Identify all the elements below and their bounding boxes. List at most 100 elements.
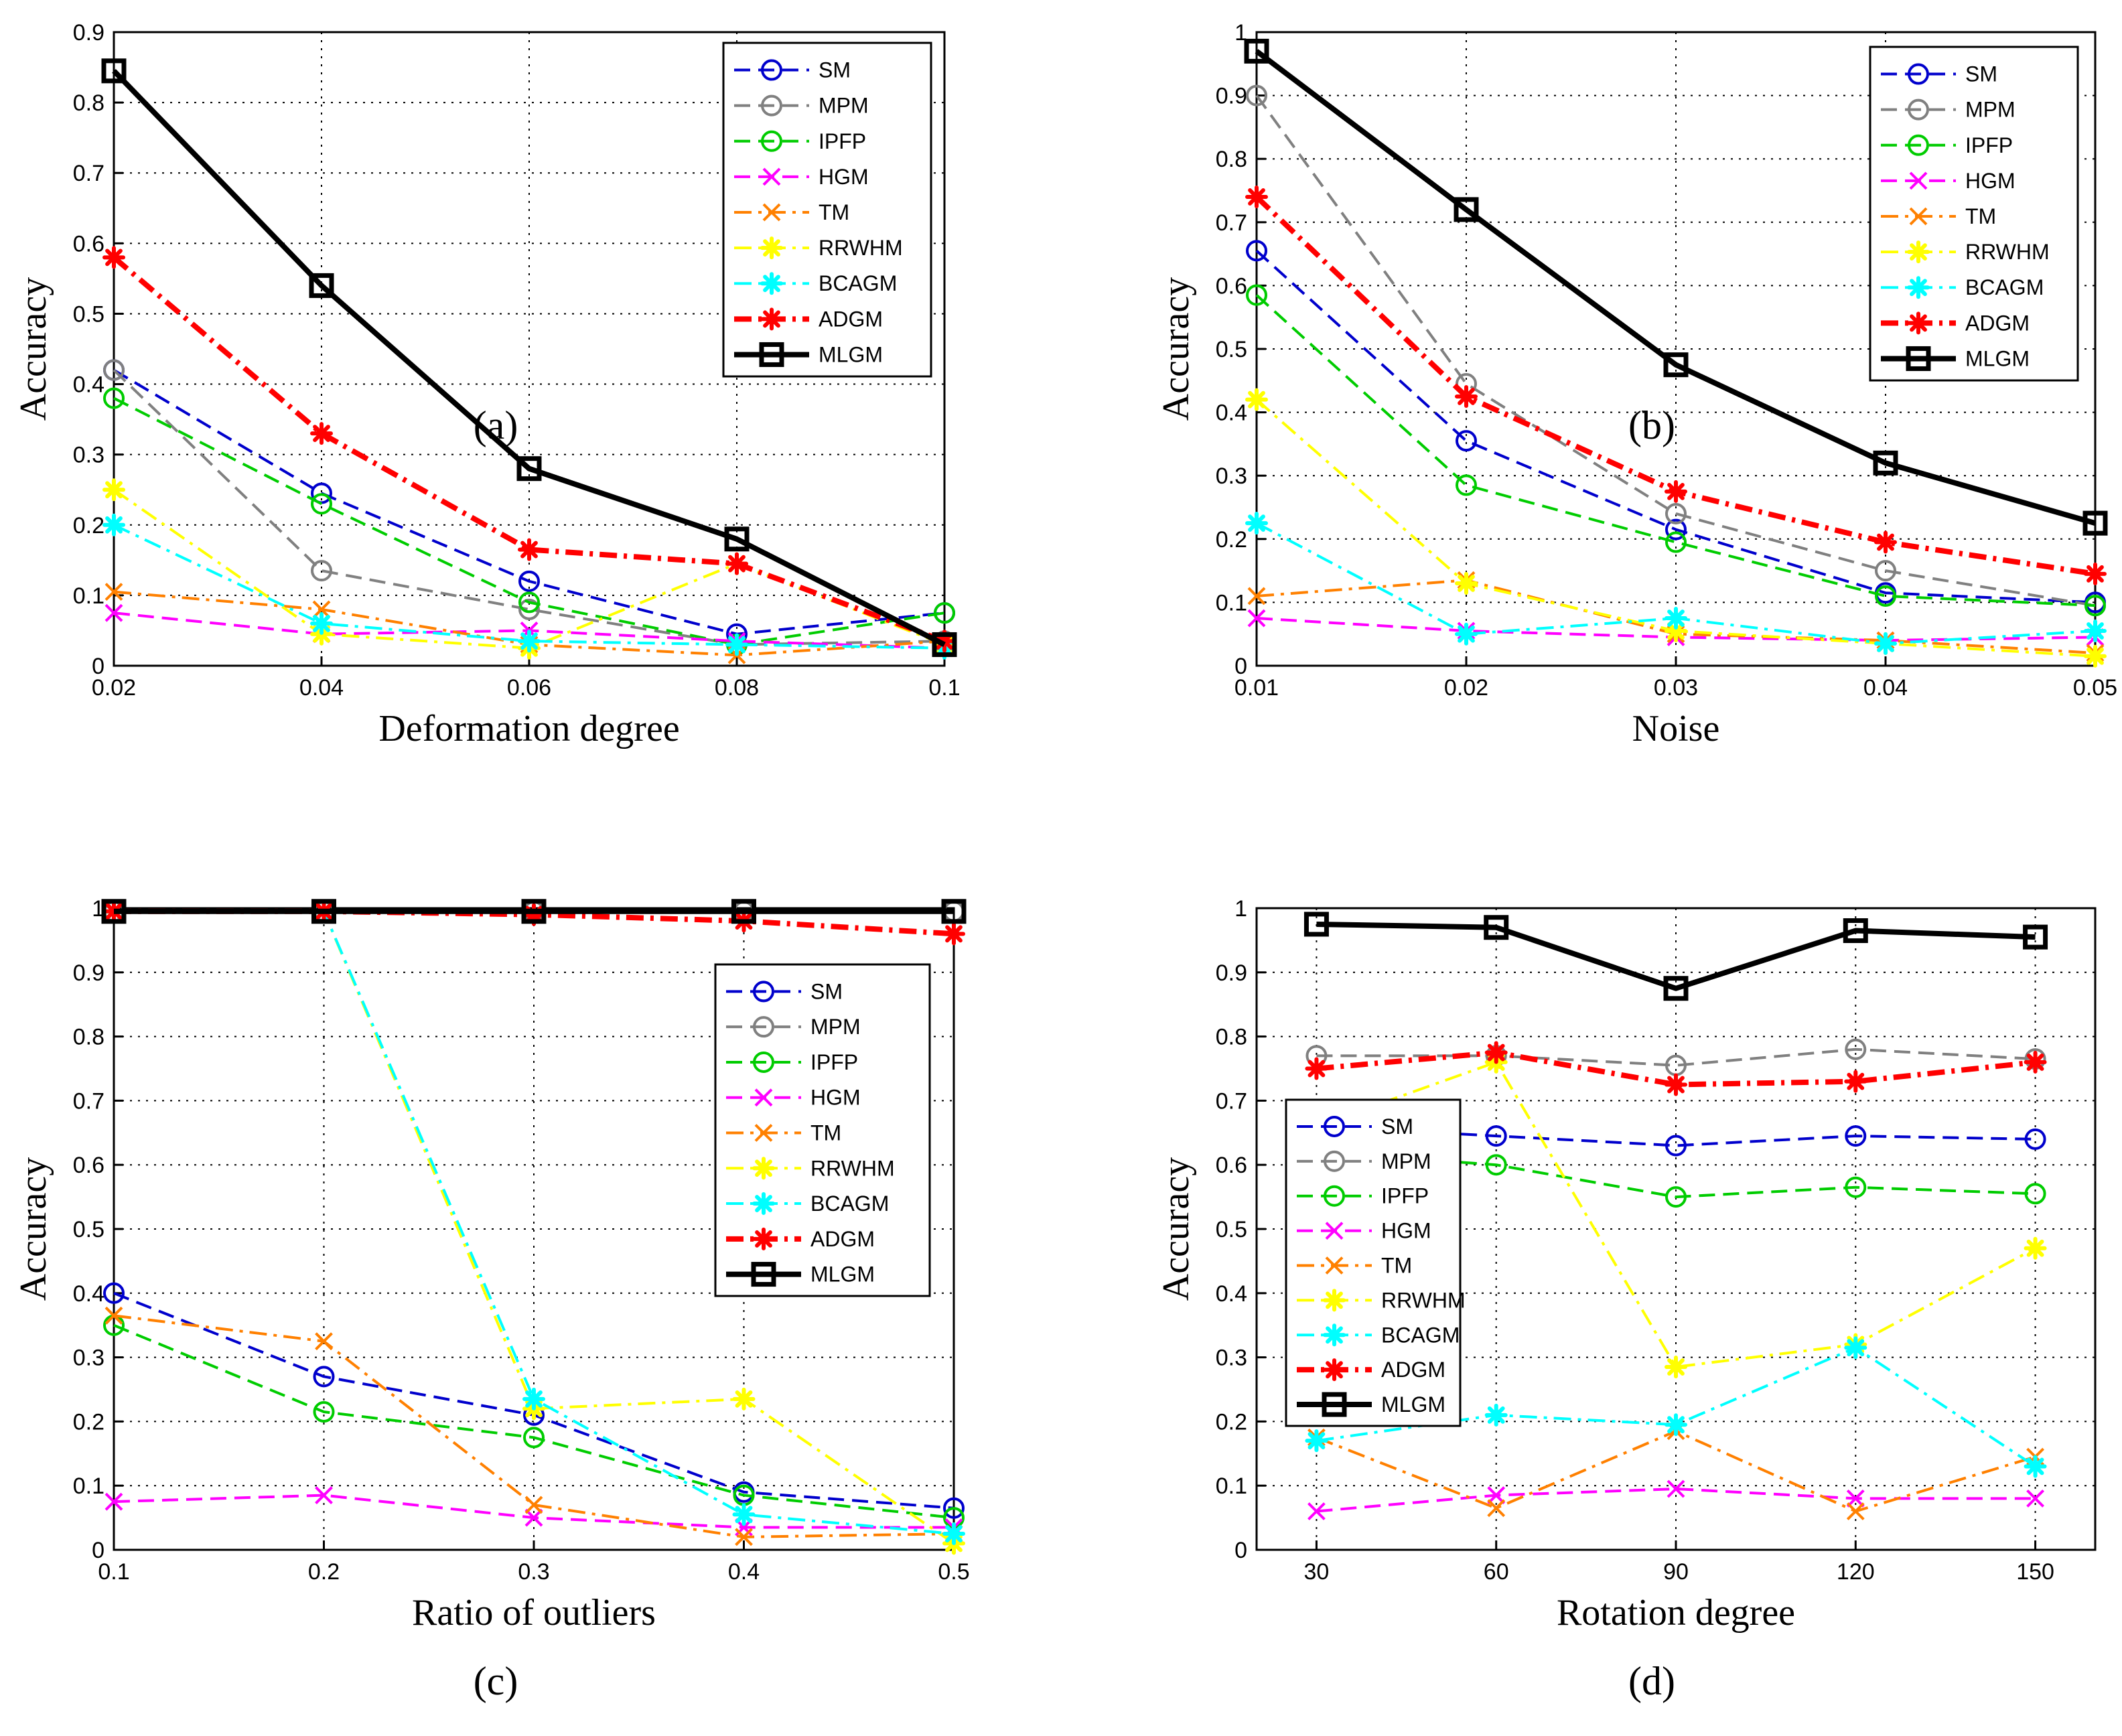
legend-label-rrwhm: RRWHM	[1381, 1288, 1466, 1312]
legend-marker-sm	[1908, 63, 1929, 85]
legend-marker-adgm	[1323, 1358, 1346, 1382]
y-tick-label: 0.1	[1216, 1473, 1247, 1499]
data-point-rrwhm	[1665, 1355, 1687, 1378]
x-tick-label: 30	[1304, 1559, 1330, 1585]
data-point-sm	[1246, 240, 1267, 262]
legend-label-hgm: HGM	[1381, 1219, 1431, 1243]
legend-label-tm: TM	[1381, 1254, 1412, 1278]
y-tick-label: 0.7	[1216, 210, 1247, 236]
legend: SM MPM IPFP HGM TM RRWHM BCAGM ADGM MLGM	[1285, 1098, 1466, 1427]
y-tick-label: 0.2	[73, 513, 104, 538]
series-line-mpm	[113, 369, 945, 646]
data-point-mpm	[103, 359, 125, 381]
legend-label-mlgm: MLGM	[1381, 1392, 1445, 1417]
y-tick-label: 0.2	[1216, 1409, 1247, 1435]
data-point-hgm	[1667, 1479, 1685, 1498]
legend-label-mpm: MPM	[810, 1015, 861, 1039]
panel-label: (c)	[474, 1659, 518, 1703]
data-point-adgm	[1665, 1073, 1687, 1096]
data-point-mlgm	[1454, 197, 1479, 222]
data-point-sm	[1665, 518, 1687, 540]
y-tick-label: 1	[1234, 20, 1247, 46]
data-point-ipfp	[1665, 1186, 1687, 1208]
data-point-ipfp	[1485, 1154, 1507, 1176]
data-point-ipfp	[518, 591, 540, 613]
legend-marker-rrwhm	[1907, 240, 1930, 264]
legend-label-ipfp: IPFP	[810, 1050, 858, 1074]
data-point-mlgm	[1303, 912, 1329, 937]
data-point-bcagm	[1665, 1413, 1687, 1437]
y-tick-label: 0.9	[1216, 84, 1247, 109]
y-tick-label: 0.9	[73, 960, 104, 986]
data-point-bcagm	[518, 630, 541, 653]
data-point-adgm	[310, 422, 333, 445]
data-point-mlgm	[1663, 976, 1689, 1001]
y-tick-label: 0.3	[73, 443, 104, 468]
data-point-bcagm	[2024, 1455, 2047, 1478]
data-point-bcagm	[1844, 1336, 1867, 1360]
data-point-sm	[1845, 1125, 1867, 1147]
x-tick-label: 0.4	[728, 1559, 760, 1585]
legend-marker-mpm	[753, 1016, 774, 1038]
data-point-mpm	[518, 598, 540, 620]
y-tick-label: 0.6	[73, 1153, 104, 1178]
data-point-mlgm	[521, 899, 547, 924]
data-point-mlgm	[932, 632, 957, 657]
data-point-bcagm	[1874, 632, 1897, 655]
legend-marker-ipfp	[761, 130, 782, 152]
legend-marker-adgm	[760, 307, 783, 331]
x-axis-title: Deformation degree	[378, 708, 679, 749]
data-point-rrwhm	[102, 478, 125, 502]
data-point-hgm	[524, 1508, 543, 1527]
data-point-bcagm	[102, 513, 125, 536]
series-bcagm	[1305, 1336, 2047, 1478]
series-mlgm	[1244, 38, 2108, 536]
legend-box	[722, 42, 932, 378]
legend-marker-tm	[1325, 1256, 1344, 1275]
data-point-ipfp	[1875, 585, 1896, 607]
data-point-tm	[104, 583, 123, 601]
legend-label-bcagm: BCAGM	[819, 271, 897, 295]
data-point-hgm	[104, 1492, 123, 1511]
data-point-bcagm	[522, 1387, 545, 1410]
data-point-ipfp	[1665, 531, 1687, 553]
x-tick-label: 0.01	[1234, 675, 1279, 701]
data-point-mlgm	[724, 526, 750, 552]
series-line-rrwhm	[1316, 1060, 2036, 1368]
x-axis-title: Noise	[1632, 708, 1720, 749]
legend: SM MPM IPFP HGM TM RRWHM BCAGM ADGM MLGM	[722, 42, 932, 378]
x-tick-label: 0.05	[2073, 675, 2117, 701]
chart-panel-2: 0.1 0.2 0.3 0.4 0.500.10.20.30.40.50.60.70.8…	[13, 896, 970, 1703]
y-tick-label: 0	[92, 654, 104, 679]
data-point-adgm	[2024, 1050, 2047, 1074]
data-point-mpm	[1845, 1038, 1867, 1060]
data-point-adgm	[1484, 1041, 1508, 1064]
x-tick-label: 90	[1663, 1559, 1689, 1585]
series-adgm	[1305, 1041, 2047, 1096]
data-point-hgm	[1247, 609, 1266, 628]
legend-marker-mpm	[1324, 1150, 1345, 1172]
y-axis-title: Accuracy	[1155, 277, 1197, 421]
data-point-adgm	[1874, 530, 1897, 554]
data-point-ipfp	[2084, 595, 2106, 617]
data-point-bcagm	[732, 1503, 756, 1526]
legend-marker-mpm	[761, 94, 782, 117]
series-adgm	[1245, 185, 2107, 585]
series-adgm	[102, 246, 956, 653]
x-tick-label: 0.2	[308, 1559, 340, 1585]
legend-marker-mpm	[1908, 98, 1929, 121]
data-point-mlgm	[1873, 450, 1898, 476]
data-point-bcagm	[1665, 607, 1687, 630]
legend-label-hgm: HGM	[1965, 169, 2015, 193]
series-ipfp	[1246, 284, 2106, 617]
legend-label-tm: TM	[810, 1121, 841, 1145]
x-tick-label: 0.3	[518, 1559, 549, 1585]
data-point-adgm	[1245, 185, 1268, 208]
legend-marker-tm	[762, 203, 781, 222]
panel-label: (b)	[1628, 403, 1675, 447]
legend: SM MPM IPFP HGM TM RRWHM BCAGM ADGM MLGM	[1869, 46, 2079, 382]
x-axis-title: Rotation degree	[1557, 1592, 1795, 1634]
data-point-adgm	[518, 538, 541, 561]
y-tick-label: 0.4	[1216, 401, 1247, 426]
